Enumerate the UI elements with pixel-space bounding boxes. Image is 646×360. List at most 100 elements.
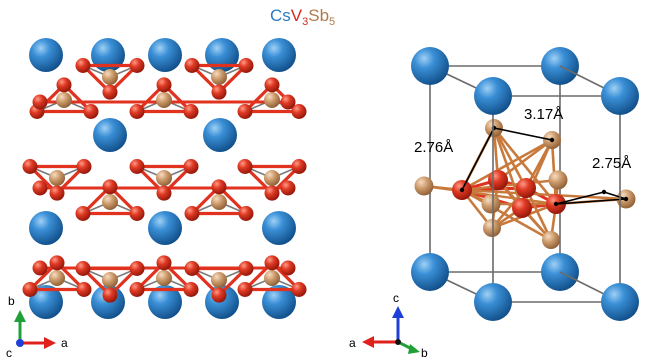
- v-atom: [49, 185, 65, 201]
- sb-atom: [211, 69, 227, 85]
- v-atom: [184, 58, 200, 73]
- cs-atom: [148, 285, 182, 319]
- distance-endpoint: [553, 201, 559, 207]
- v-atom: [280, 180, 296, 196]
- distance-endpoint: [623, 196, 629, 202]
- sb-atom: [102, 69, 118, 85]
- v-atom: [102, 84, 118, 100]
- left-axis-a-label: a: [61, 336, 68, 350]
- v-atom: [129, 159, 145, 174]
- v-atom: [291, 104, 307, 119]
- cs-atom: [411, 47, 449, 85]
- sb-atom: [156, 270, 172, 286]
- v-atom: [76, 159, 92, 174]
- cs-atom: [29, 38, 63, 72]
- sb-atom: [156, 170, 172, 186]
- vanadium-atoms: [22, 58, 307, 303]
- v-atom: [211, 179, 227, 195]
- v-atom: [102, 287, 118, 303]
- v-atom: [291, 282, 307, 297]
- bond: [461, 188, 627, 201]
- sb-atom: [548, 170, 568, 190]
- formula-sb: Sb: [308, 6, 329, 25]
- v-atom: [488, 170, 508, 190]
- distance-label-2-75: 2.75Å: [592, 155, 631, 172]
- right-axis-b-label: b: [421, 346, 428, 360]
- cell-atoms: [414, 119, 636, 249]
- v-atom: [280, 94, 296, 110]
- cs-atom: [474, 77, 512, 115]
- cesium-atoms: [29, 38, 296, 319]
- cs-atom: [205, 38, 239, 72]
- v-atom: [516, 178, 536, 198]
- v-atom: [129, 261, 145, 276]
- v-atom: [76, 282, 92, 297]
- distance-line: [603, 191, 627, 200]
- v-atom: [211, 287, 227, 303]
- distance-line: [555, 191, 605, 205]
- sb-atom: [264, 170, 280, 186]
- v-atom: [237, 104, 253, 119]
- v-atom: [211, 84, 227, 100]
- sb-atom: [483, 219, 501, 237]
- v-atom: [237, 282, 253, 297]
- antimony-atoms: [49, 69, 280, 288]
- bond: [497, 138, 553, 182]
- v-atom: [238, 58, 254, 73]
- cs-atom: [148, 38, 182, 72]
- sb-atom: [264, 92, 280, 108]
- v-atom: [291, 159, 307, 174]
- v-atom: [264, 255, 280, 271]
- sb-atom: [211, 272, 227, 288]
- cs-atom: [148, 211, 182, 245]
- distance-label-3-17: 3.17Å: [524, 106, 563, 123]
- sb-atom: [102, 272, 118, 288]
- v-atom: [129, 104, 145, 119]
- sb-atom: [49, 170, 65, 186]
- cs-atom: [601, 283, 639, 321]
- cs-atom: [262, 38, 296, 72]
- cs-atom: [203, 118, 237, 152]
- distance-line: [555, 198, 627, 205]
- v-atom: [184, 206, 200, 221]
- v-atom: [75, 261, 91, 276]
- sb-atom: [414, 176, 434, 196]
- v-atom: [22, 282, 38, 297]
- right-axis-c-label: c: [393, 291, 399, 305]
- sb-atom: [156, 92, 172, 108]
- v-atom: [156, 185, 172, 201]
- cs-atom: [601, 77, 639, 115]
- v-atom: [280, 260, 296, 276]
- left-axis-b-label: b: [8, 294, 15, 308]
- v-atom: [32, 94, 48, 110]
- v-atom: [512, 198, 532, 218]
- sb-atom: [481, 194, 501, 214]
- bond: [461, 138, 553, 192]
- v-atom: [183, 159, 199, 174]
- sb-atom: [542, 231, 560, 249]
- left-axis-triad: b a c: [6, 294, 68, 360]
- v-atom: [32, 180, 48, 196]
- right-axis-a-label: a: [349, 336, 356, 350]
- v-atom: [129, 58, 145, 73]
- v-atom: [102, 179, 118, 195]
- formula-sb-subscript: 5: [329, 16, 335, 28]
- v-atom: [22, 159, 38, 174]
- cs-atom: [411, 253, 449, 291]
- sb-atom: [211, 194, 227, 210]
- v-atom: [264, 77, 280, 93]
- v-atom: [75, 206, 91, 221]
- v-atom: [49, 255, 65, 271]
- v-atom: [264, 185, 280, 201]
- formula-title: CsV3Sb5: [270, 6, 335, 28]
- distance-line: [461, 127, 495, 191]
- distance-endpoint: [459, 187, 465, 193]
- bond: [492, 127, 558, 205]
- v-atom: [238, 206, 254, 221]
- formula-cs: Cs: [270, 6, 291, 25]
- v-atom: [184, 261, 200, 276]
- sb-atom: [56, 92, 72, 108]
- sb-atom: [102, 194, 118, 210]
- distance-label-2-76: 2.76Å: [414, 139, 453, 156]
